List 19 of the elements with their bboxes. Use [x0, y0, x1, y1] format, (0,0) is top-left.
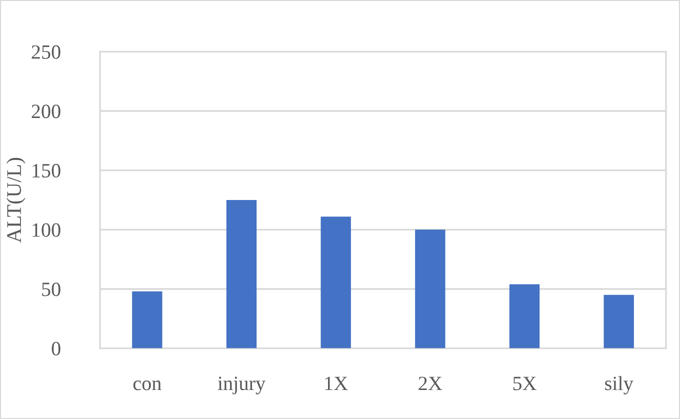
bar: [509, 284, 540, 348]
y-tick-label: 250: [32, 45, 60, 59]
x-tick-label: 5X: [513, 376, 536, 390]
x-tick-label: sily: [605, 376, 634, 394]
y-tick-label: 150: [32, 164, 60, 178]
x-tick-label: injury: [218, 376, 266, 394]
x-tick-label: con: [133, 380, 162, 390]
y-tick-label: 50: [42, 282, 60, 296]
x-tick-label: 1X: [325, 376, 348, 390]
bar: [415, 230, 446, 348]
y-axis-title: ALT(U/L): [6, 158, 26, 243]
bar: [320, 216, 351, 348]
y-tick-label: 100: [32, 223, 60, 237]
bar: [604, 294, 634, 348]
bar: [226, 200, 257, 348]
y-tick-label: 0: [52, 342, 60, 356]
y-tick-label: 200: [32, 104, 60, 118]
bar: [132, 291, 162, 348]
x-tick-label: 2X: [418, 376, 442, 390]
